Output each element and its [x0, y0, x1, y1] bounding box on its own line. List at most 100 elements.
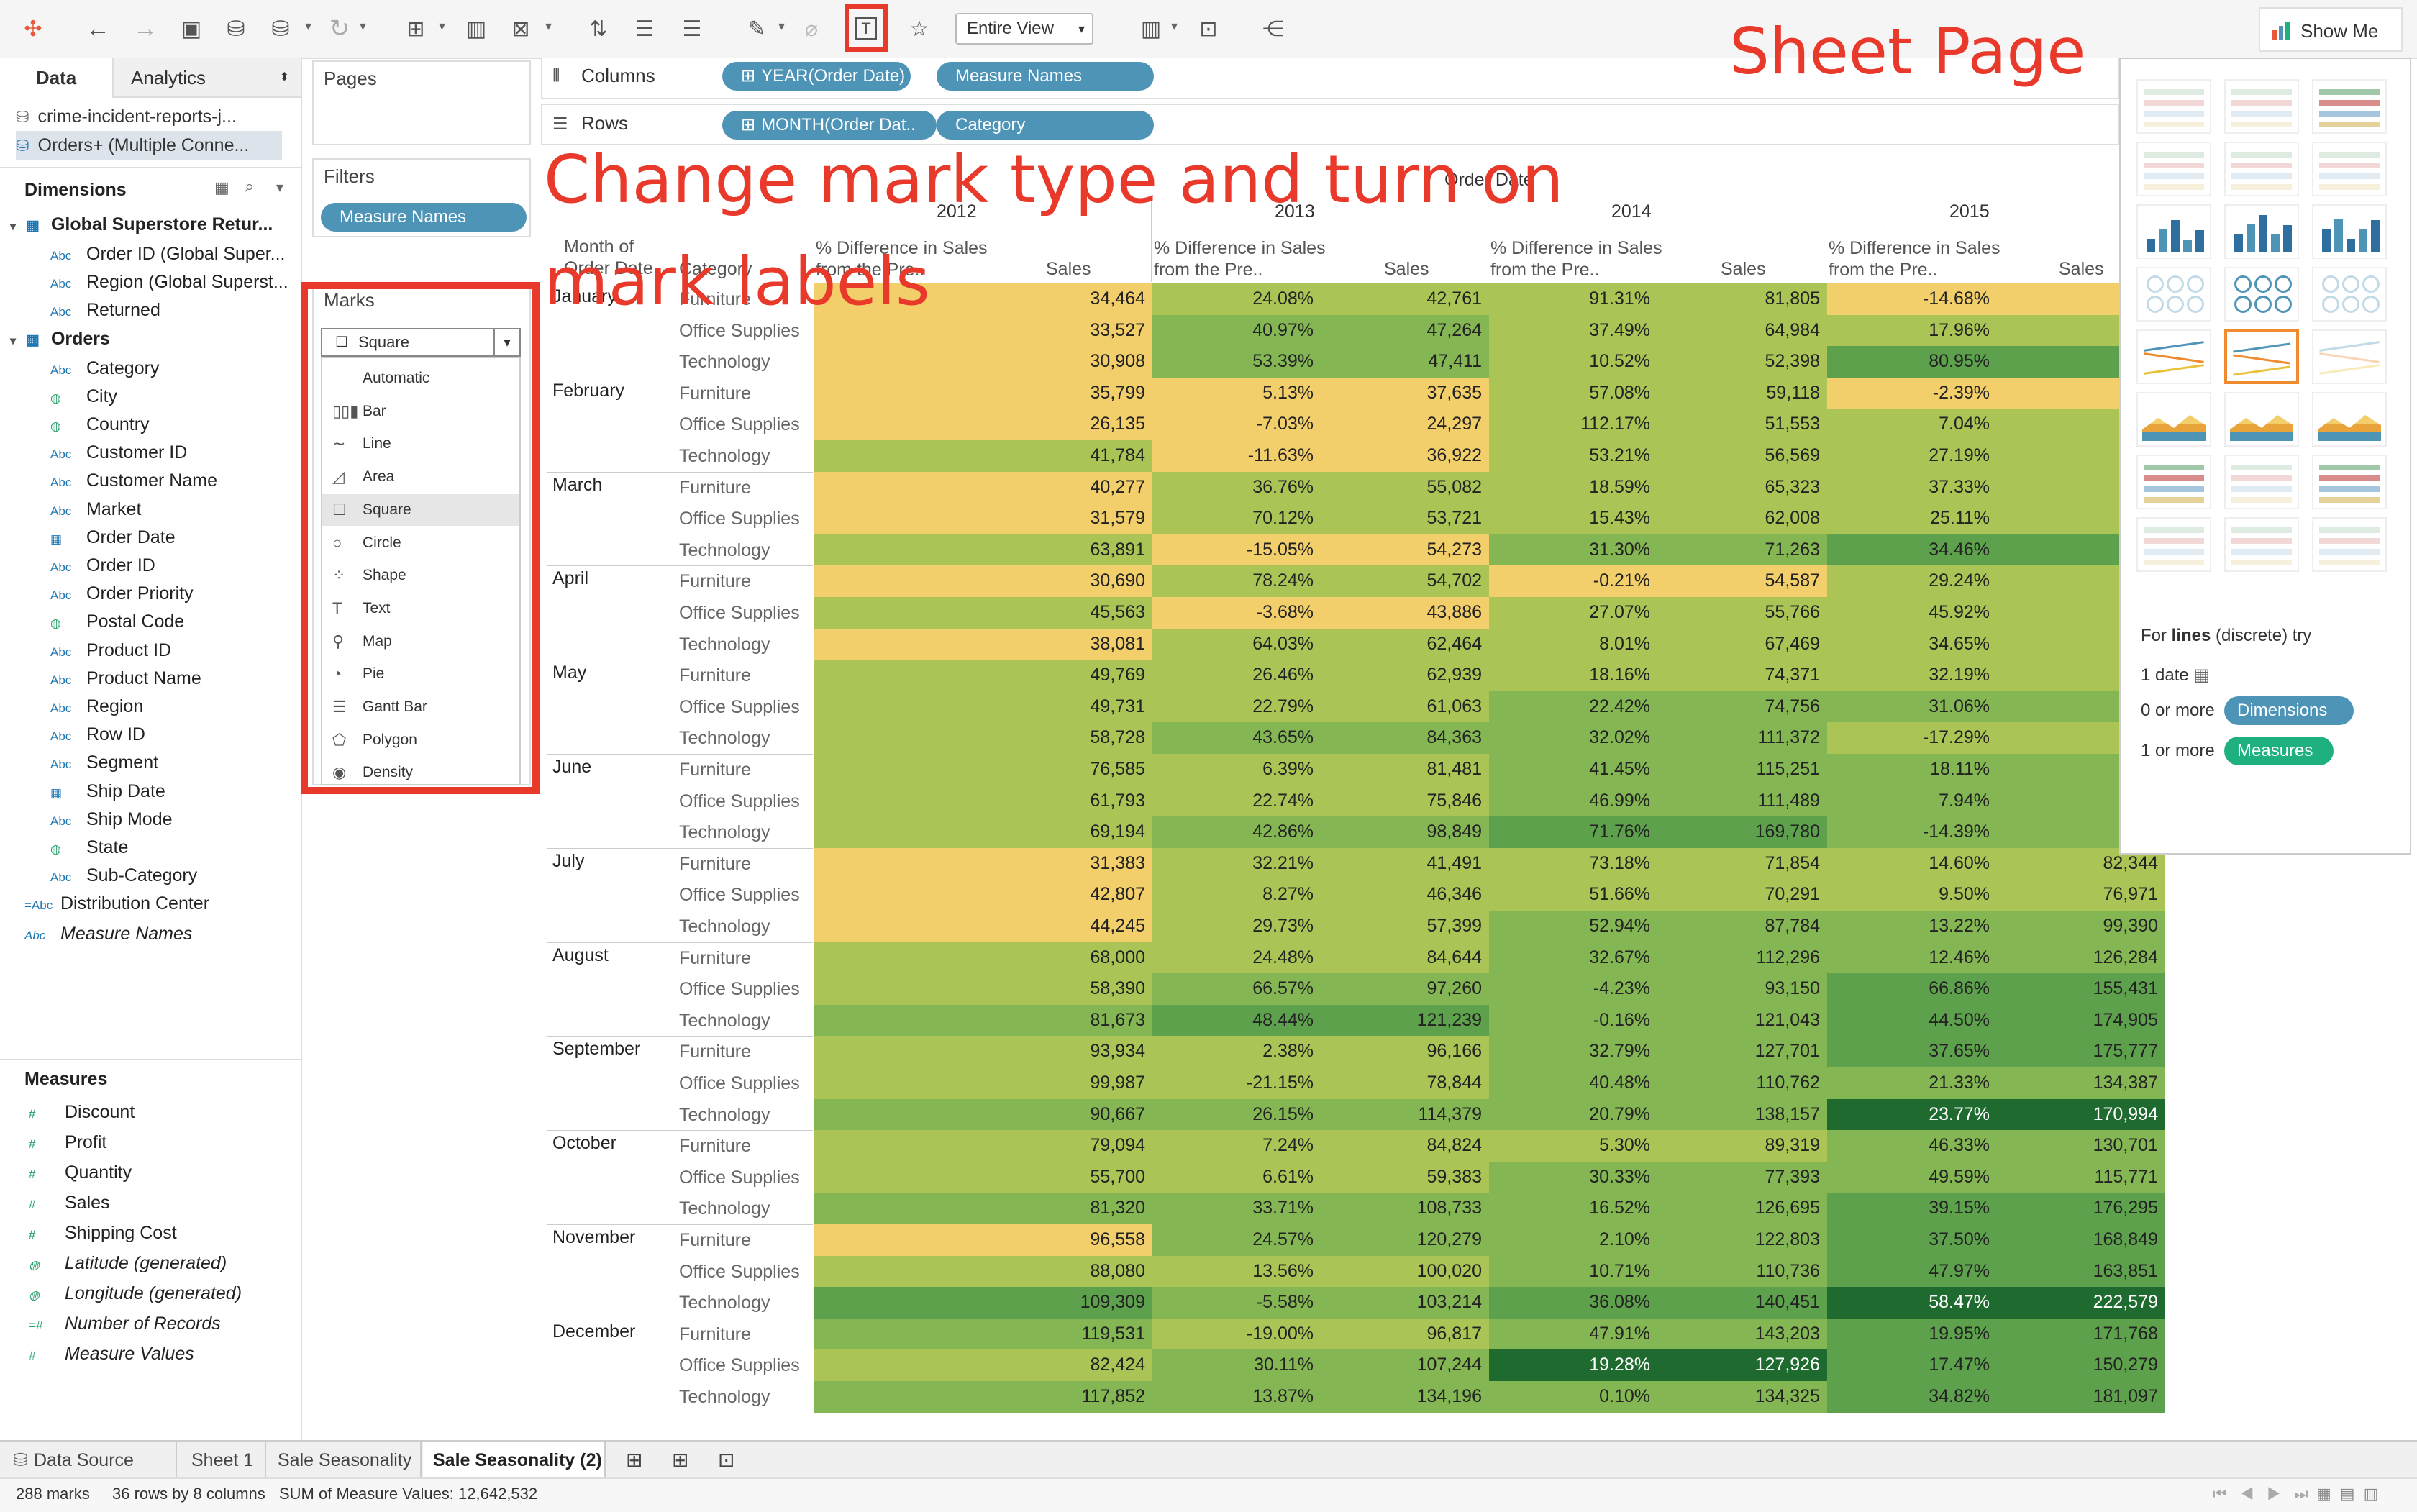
- data-cell[interactable]: 42,761: [1321, 283, 1489, 316]
- field-item[interactable]: ◍ Postal Code: [50, 607, 184, 636]
- data-cell[interactable]: 111,372: [1657, 722, 1827, 755]
- data-cell[interactable]: 56,569: [1657, 440, 1827, 473]
- redo-icon[interactable]: →: [133, 14, 158, 42]
- data-cell[interactable]: 57,399: [1321, 911, 1489, 943]
- data-cell[interactable]: 77,393: [1657, 1161, 1827, 1193]
- data-cell[interactable]: 58.47%: [1827, 1287, 1997, 1319]
- data-cell[interactable]: 175,777: [1997, 1036, 2165, 1068]
- mark-type-option[interactable]: ○ Circle: [322, 527, 519, 559]
- data-cell[interactable]: 176,295: [1997, 1193, 2165, 1225]
- data-cell[interactable]: 34.46%: [1827, 534, 1997, 566]
- data-cell[interactable]: 52,398: [1657, 346, 1827, 378]
- data-cell[interactable]: 71.76%: [1489, 816, 1657, 849]
- data-cell[interactable]: 5.30%: [1489, 1130, 1657, 1162]
- data-cell[interactable]: 93,150: [1657, 973, 1827, 1006]
- data-cell[interactable]: 88,080: [814, 1255, 1152, 1288]
- data-cell[interactable]: 31,579: [814, 503, 1152, 535]
- field-item[interactable]: ▦ Ship Date: [50, 777, 165, 806]
- field-item[interactable]: ◍ State: [50, 833, 128, 862]
- continuous-lines-thumb[interactable]: [2136, 329, 2211, 384]
- data-cell[interactable]: 169,780: [1657, 816, 1827, 849]
- data-cell[interactable]: 30,690: [814, 565, 1152, 598]
- data-cell[interactable]: 52.94%: [1489, 911, 1657, 943]
- data-cell[interactable]: 127,926: [1657, 1349, 1827, 1382]
- data-cell[interactable]: 96,166: [1321, 1036, 1489, 1068]
- data-cell[interactable]: 44,245: [814, 911, 1152, 943]
- data-cell[interactable]: 91.31%: [1489, 283, 1657, 316]
- data-cell[interactable]: 81,481: [1321, 754, 1489, 786]
- filter-pill-measure-names[interactable]: Measure Names: [321, 203, 527, 232]
- data-cell[interactable]: 134,387: [1997, 1067, 2165, 1100]
- field-item[interactable]: Abc Customer Name: [50, 466, 217, 495]
- data-cell[interactable]: 61,793: [814, 785, 1152, 817]
- dimension-group[interactable]: ▾ ▦ Global Superstore Retur...: [10, 210, 273, 239]
- mark-type-option[interactable]: ◉ Density: [322, 757, 519, 788]
- data-cell[interactable]: 87,784: [1657, 911, 1827, 943]
- data-cell[interactable]: 115,251: [1657, 754, 1827, 786]
- field-item[interactable]: =# Number of Records: [29, 1309, 221, 1338]
- highlight-icon[interactable]: ✎: [747, 17, 766, 41]
- chevron-down-icon[interactable]: ▾: [1171, 19, 1178, 33]
- data-cell[interactable]: 36.08%: [1489, 1287, 1657, 1319]
- data-cell[interactable]: 32.79%: [1489, 1036, 1657, 1068]
- data-cell[interactable]: 89,319: [1657, 1130, 1827, 1162]
- data-cell[interactable]: -3.68%: [1152, 597, 1321, 629]
- data-cell[interactable]: 24.08%: [1152, 283, 1321, 316]
- data-cell[interactable]: -17.29%: [1827, 722, 1997, 755]
- data-cell[interactable]: 81,673: [814, 1004, 1152, 1037]
- data-cell[interactable]: 108,733: [1321, 1193, 1489, 1225]
- data-cell[interactable]: 78.24%: [1152, 565, 1321, 598]
- data-cell[interactable]: 80.95%: [1827, 346, 1997, 378]
- mark-type-option[interactable]: ◔ Pie: [322, 658, 519, 690]
- field-item[interactable]: Abc Product ID: [50, 636, 171, 665]
- data-cell[interactable]: 64.03%: [1152, 628, 1321, 660]
- data-cell[interactable]: 168,849: [1997, 1224, 2165, 1257]
- data-cell[interactable]: 2.38%: [1152, 1036, 1321, 1068]
- data-cell[interactable]: 70.12%: [1152, 503, 1321, 535]
- data-cell[interactable]: 22.79%: [1152, 691, 1321, 723]
- horizontal-bars-thumb[interactable]: [2136, 204, 2211, 259]
- data-cell[interactable]: 49,769: [814, 660, 1152, 692]
- data-cell[interactable]: 68,000: [814, 942, 1152, 974]
- new-sheet-icon[interactable]: ⊞: [406, 17, 425, 41]
- data-cell[interactable]: -5.58%: [1152, 1287, 1321, 1319]
- dual-lines-thumb[interactable]: [2312, 329, 2387, 384]
- field-item[interactable]: Abc Region: [50, 692, 143, 721]
- pause-updates-icon[interactable]: ⛁: [271, 17, 290, 41]
- data-cell[interactable]: 81,805: [1657, 283, 1827, 316]
- data-cell[interactable]: 40,277: [814, 471, 1152, 504]
- data-cell[interactable]: 90,667: [814, 1098, 1152, 1131]
- data-cell[interactable]: 38,081: [814, 628, 1152, 660]
- data-cell[interactable]: 34,464: [814, 283, 1152, 316]
- data-cell[interactable]: 120,279: [1321, 1224, 1489, 1257]
- data-cell[interactable]: 16.52%: [1489, 1193, 1657, 1225]
- data-cell[interactable]: 47,411: [1321, 346, 1489, 378]
- share-icon[interactable]: ⋲: [1262, 17, 1284, 41]
- data-cell[interactable]: -0.21%: [1489, 565, 1657, 598]
- field-item[interactable]: Abc Customer ID: [50, 438, 187, 467]
- data-cell[interactable]: 99,987: [814, 1067, 1152, 1100]
- data-cell[interactable]: 59,383: [1321, 1161, 1489, 1193]
- data-cell[interactable]: 81,320: [814, 1193, 1152, 1225]
- show-cards-icon[interactable]: ▥: [1140, 17, 1162, 41]
- column-pill-measure-names[interactable]: Measure Names: [937, 62, 1154, 91]
- data-cell[interactable]: 41,784: [814, 440, 1152, 473]
- data-cell[interactable]: 15.43%: [1489, 503, 1657, 535]
- swap-icon[interactable]: ⇅: [589, 17, 608, 41]
- data-cell[interactable]: 23.77%: [1827, 1098, 1997, 1131]
- data-cell[interactable]: 10.52%: [1489, 346, 1657, 378]
- field-item[interactable]: Abc Segment: [50, 748, 158, 777]
- data-cell[interactable]: 112,296: [1657, 942, 1827, 974]
- data-cell[interactable]: 37.49%: [1489, 314, 1657, 347]
- area-discrete-thumb[interactable]: [2224, 392, 2299, 447]
- data-cell[interactable]: 53.21%: [1489, 440, 1657, 473]
- field-item[interactable]: Abc Market: [50, 495, 141, 524]
- data-cell[interactable]: 5.13%: [1152, 377, 1321, 409]
- data-cell[interactable]: -14.68%: [1827, 283, 1997, 316]
- box-whisker-thumb[interactable]: [2312, 455, 2387, 509]
- mark-type-option[interactable]: ☰ Gantt Bar: [322, 691, 519, 723]
- data-cell[interactable]: 29.24%: [1827, 565, 1997, 598]
- data-cell[interactable]: 45,563: [814, 597, 1152, 629]
- chevron-down-icon[interactable]: ▾: [778, 19, 786, 33]
- data-cell[interactable]: 174,905: [1997, 1004, 2165, 1037]
